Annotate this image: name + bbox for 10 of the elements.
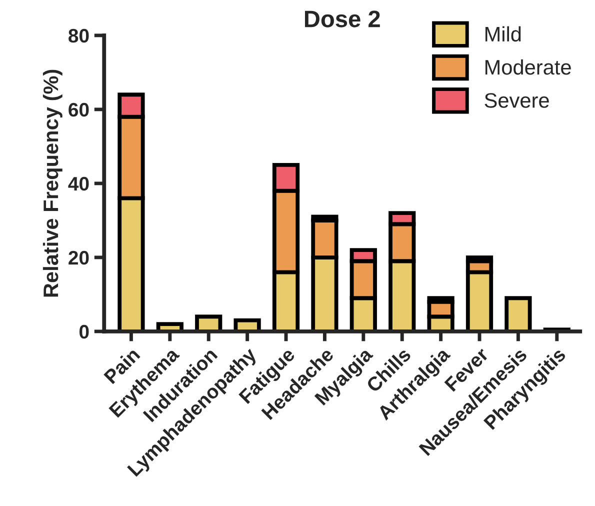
y-axis-title: Relative Frequency (%) [42, 70, 62, 297]
legend-label: Mild [485, 26, 521, 42]
y-tick-label: 40 [68, 176, 89, 191]
legend-label: Severe [484, 93, 549, 108]
y-tick-label: 0 [79, 324, 89, 339]
y-tick-label: 80 [68, 28, 89, 43]
chart-title: Dose 2 [304, 10, 380, 28]
y-tick-label: 20 [68, 250, 89, 265]
legend-label: Moderate [485, 59, 571, 75]
y-tick-label: 60 [68, 102, 89, 117]
